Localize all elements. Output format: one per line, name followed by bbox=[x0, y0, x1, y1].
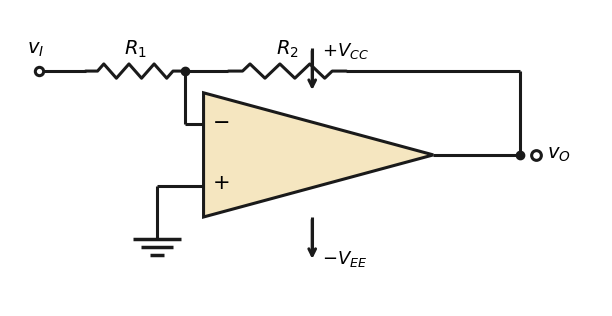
Text: $R_2$: $R_2$ bbox=[276, 39, 299, 60]
Text: $+$: $+$ bbox=[212, 173, 230, 193]
Text: $R_1$: $R_1$ bbox=[124, 39, 147, 60]
Text: $v_O$: $v_O$ bbox=[547, 146, 570, 164]
Text: $-$: $-$ bbox=[212, 111, 230, 131]
Text: $v_I$: $v_I$ bbox=[28, 40, 45, 59]
Text: $-V_{EE}$: $-V_{EE}$ bbox=[321, 249, 367, 269]
Polygon shape bbox=[204, 93, 433, 217]
Text: $+V_{CC}$: $+V_{CC}$ bbox=[321, 41, 368, 61]
